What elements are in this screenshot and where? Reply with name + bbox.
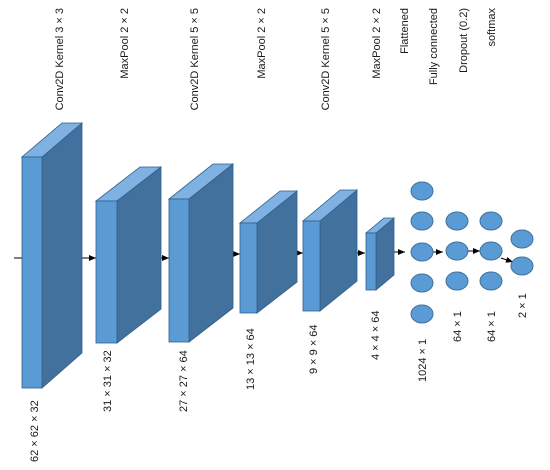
size-labels: 62 × 62 × 32 31 × 31 × 32 27 × 27 × 64 1… xyxy=(29,293,529,462)
op-label-layer-1: Conv2D Kernel 3 × 3 xyxy=(54,8,66,110)
neuron xyxy=(410,242,434,262)
neuron xyxy=(445,241,469,261)
size-label-layer-4: 13 × 13 × 64 xyxy=(245,328,257,390)
op-label-layer-3: Conv2D Kernel 5 × 5 xyxy=(189,8,201,110)
flattened-neurons xyxy=(410,181,434,324)
layer-blocks xyxy=(20,122,396,389)
feature-map-block-4 xyxy=(238,190,299,314)
feature-map-block-3 xyxy=(167,163,235,343)
neuron xyxy=(510,229,534,249)
op-label-flattened: Flattened xyxy=(399,8,411,54)
dropout-neurons xyxy=(479,211,503,291)
neuron xyxy=(410,273,434,293)
op-label-layer-6: MaxPool 2 × 2 xyxy=(371,8,383,79)
size-label-fully-connected: 64 × 1 xyxy=(452,311,464,342)
operation-labels: Conv2D Kernel 3 × 3 MaxPool 2 × 2 Conv2D… xyxy=(54,8,498,111)
fully-connected-neurons xyxy=(445,211,469,291)
feature-map-block-5 xyxy=(301,189,359,312)
size-label-dropout: 64 × 1 xyxy=(486,311,498,342)
size-label-layer-5: 9 × 9 × 64 xyxy=(308,324,320,374)
neuron xyxy=(479,271,503,291)
size-label-layer-1: 62 × 62 × 32 xyxy=(29,400,41,462)
neuron xyxy=(410,304,434,324)
op-label-softmax: softmax xyxy=(486,8,498,47)
neuron xyxy=(479,241,503,261)
neuron xyxy=(445,211,469,231)
neuron xyxy=(410,211,434,231)
size-label-softmax: 2 × 1 xyxy=(517,293,529,318)
op-label-fully-connected: Fully connected xyxy=(428,8,440,85)
op-label-layer-5: Conv2D Kernel 5 × 5 xyxy=(320,8,332,110)
feature-map-block-6 xyxy=(364,217,396,291)
op-label-layer-4: MaxPool 2 × 2 xyxy=(256,8,268,79)
size-label-layer-2: 31 × 31 × 32 xyxy=(102,350,114,412)
arrow-9 xyxy=(500,256,514,263)
size-label-layer-6: 4 × 4 × 64 xyxy=(370,310,382,360)
neuron-columns xyxy=(410,181,534,324)
neuron xyxy=(445,271,469,291)
feature-map-block-1 xyxy=(20,122,84,389)
neuron xyxy=(410,181,434,201)
softmax-neurons xyxy=(510,229,534,276)
neuron xyxy=(479,211,503,231)
op-label-layer-2: MaxPool 2 × 2 xyxy=(119,8,131,79)
size-label-flattened: 1024 × 1 xyxy=(417,339,429,382)
size-label-layer-3: 27 × 27 × 64 xyxy=(178,350,190,412)
feature-map-block-2 xyxy=(94,166,163,344)
neuron xyxy=(510,256,534,276)
op-label-dropout: Dropout (0.2) xyxy=(458,8,470,73)
